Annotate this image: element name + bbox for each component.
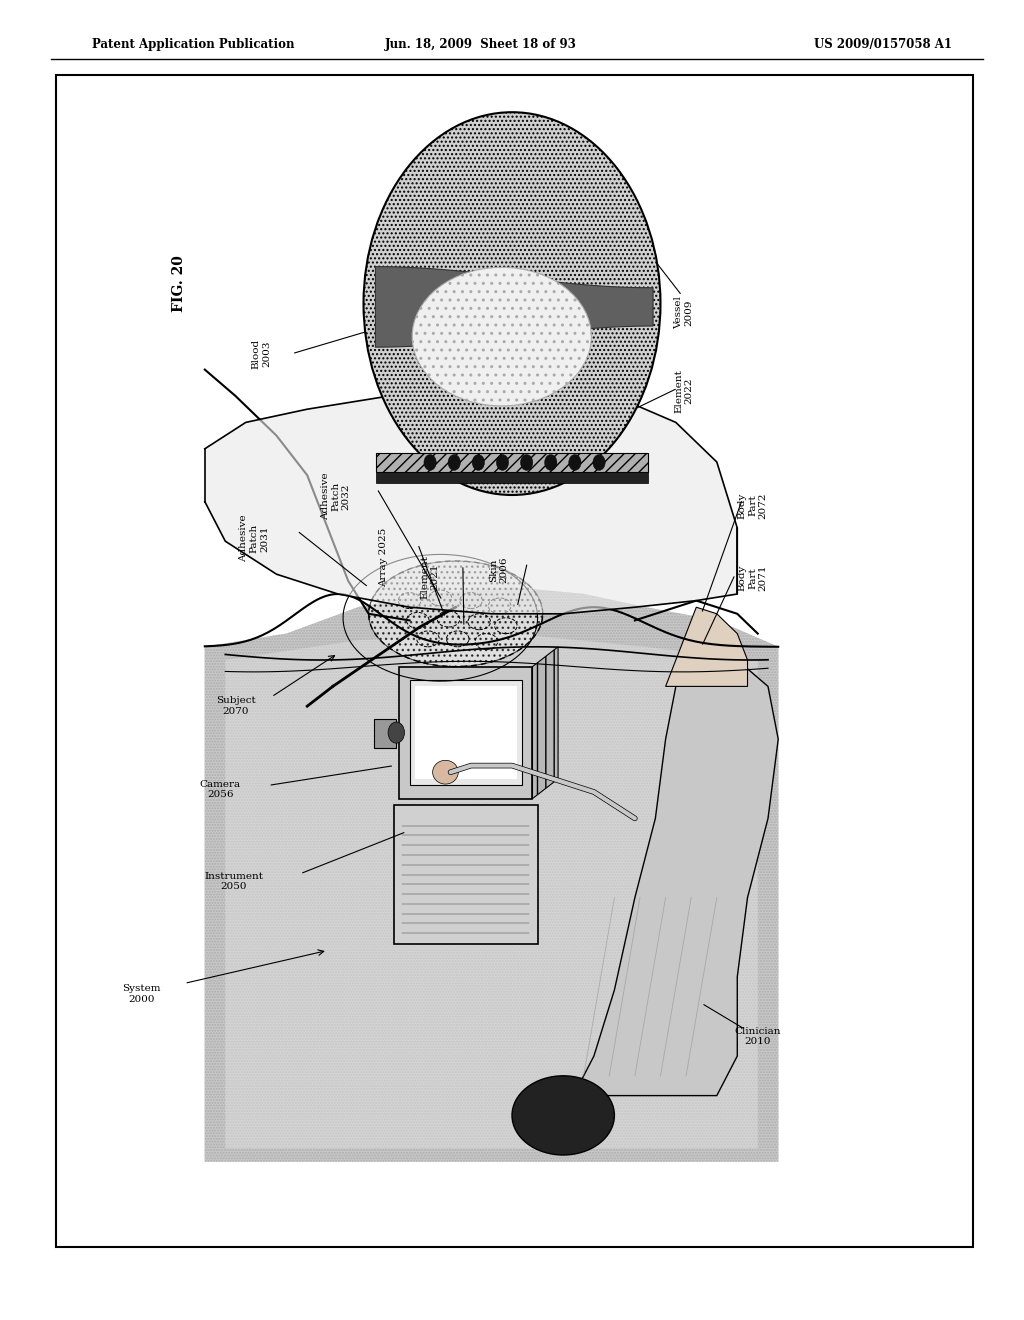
Bar <box>410 680 522 785</box>
Text: Element
2022: Element 2022 <box>675 368 693 413</box>
Text: Adhesive
Patch
2032: Adhesive Patch 2032 <box>321 473 351 520</box>
Circle shape <box>424 454 436 470</box>
Text: Subject
2070: Subject 2070 <box>216 697 255 715</box>
Text: US 2009/0157058 A1: US 2009/0157058 A1 <box>814 38 952 51</box>
Circle shape <box>364 112 660 495</box>
Text: Element
2021: Element 2021 <box>421 554 439 599</box>
Text: System
2000: System 2000 <box>122 985 161 1003</box>
Text: Camera
2056: Camera 2056 <box>200 780 241 799</box>
Polygon shape <box>573 660 778 1096</box>
Text: FIG. 20: FIG. 20 <box>172 255 186 313</box>
Circle shape <box>497 454 509 470</box>
Text: Instrument
2050: Instrument 2050 <box>204 873 263 891</box>
Text: Body
Part
2071: Body Part 2071 <box>737 565 768 591</box>
Bar <box>394 805 538 944</box>
Circle shape <box>472 454 484 470</box>
Text: Adhesive
Patch
2031: Adhesive Patch 2031 <box>239 515 269 562</box>
Polygon shape <box>205 587 778 1162</box>
Text: Clinician
2010: Clinician 2010 <box>734 1027 781 1045</box>
Polygon shape <box>376 473 648 483</box>
Polygon shape <box>376 267 653 347</box>
Bar <box>399 667 532 799</box>
Text: Patent Application Publication: Patent Application Publication <box>92 38 295 51</box>
Circle shape <box>593 454 605 470</box>
Bar <box>415 686 517 779</box>
Text: Jun. 18, 2009  Sheet 18 of 93: Jun. 18, 2009 Sheet 18 of 93 <box>385 38 578 51</box>
Ellipse shape <box>412 267 592 407</box>
Polygon shape <box>376 453 648 473</box>
Polygon shape <box>666 607 748 686</box>
Circle shape <box>520 454 532 470</box>
Polygon shape <box>532 647 558 799</box>
Circle shape <box>449 454 461 470</box>
Text: Body
Part
2072: Body Part 2072 <box>737 492 768 519</box>
Circle shape <box>388 722 404 743</box>
Text: Blood
2003: Blood 2003 <box>252 339 270 368</box>
Bar <box>56 75 973 1247</box>
Polygon shape <box>369 561 543 667</box>
Polygon shape <box>225 634 758 1148</box>
Bar <box>374 719 396 748</box>
Ellipse shape <box>432 760 459 784</box>
Text: Array 2025: Array 2025 <box>380 528 388 586</box>
Circle shape <box>568 454 581 470</box>
Text: Skin
2006: Skin 2006 <box>489 557 508 583</box>
Circle shape <box>545 454 557 470</box>
Ellipse shape <box>512 1076 614 1155</box>
Text: Tissue
2005: Tissue 2005 <box>447 363 484 384</box>
Text: Vessel
2009: Vessel 2009 <box>675 297 693 329</box>
Polygon shape <box>205 383 737 614</box>
